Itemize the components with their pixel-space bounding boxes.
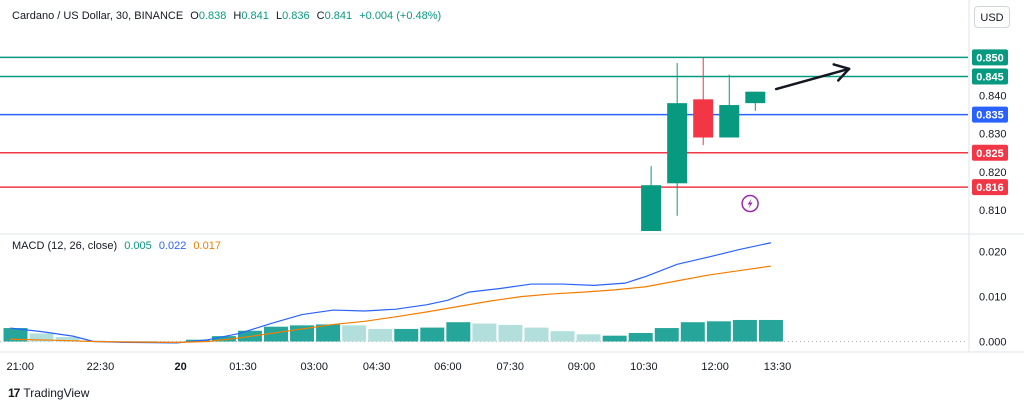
low-label: L: [275, 10, 283, 22]
price-tick-label: 0.840: [979, 91, 1007, 103]
macd-histogram-bar: [264, 326, 288, 342]
time-tick-label: 04:30: [363, 361, 391, 373]
macd-indicator-label: MACD (12, 26, close): [12, 240, 118, 252]
macd-value: 0.005: [124, 240, 152, 252]
time-tick-label: 06:00: [434, 361, 462, 373]
tradingview-logo-icon: 17: [8, 386, 20, 400]
macd-histogram-bar: [732, 319, 757, 342]
signal-line: [10, 265, 772, 344]
brand-name: TradingView: [23, 386, 90, 400]
macd-histogram-bar: [368, 328, 393, 342]
macd-line: [10, 242, 772, 344]
macd-histogram-bar: [342, 325, 367, 342]
macd-histogram-bar: [654, 328, 679, 342]
signal-value: 0.022: [158, 240, 187, 252]
macd-histogram-bar: [498, 324, 523, 342]
macd-histogram-bar: [472, 323, 497, 342]
macd-tick-label: 0.010: [979, 292, 1007, 304]
macd-histogram-bar: [524, 327, 549, 342]
macd-histogram-bar: [394, 328, 419, 342]
candle-down: [693, 99, 714, 138]
lightning-bolt: [747, 198, 753, 209]
time-tick-label: 03:00: [300, 361, 328, 373]
level-label: 0.825: [976, 148, 1004, 160]
low-value: 0.836: [282, 10, 310, 22]
candle-up: [667, 103, 688, 184]
time-axis: 21:00 22:30 20 01:30 03:00 04:30 06:00 07:30 09:…: [0, 351, 1024, 373]
macd-histogram-bar: [29, 333, 54, 342]
level-label-bg: [972, 179, 1008, 196]
arrow-annotation: [774, 67, 851, 91]
time-tick-label: 07:30: [496, 361, 524, 373]
time-tick-label: 21:00: [6, 361, 34, 373]
macd-tick-label: 0.020: [979, 247, 1007, 259]
candle-up: [719, 105, 740, 138]
macd-histogram-bar: [550, 331, 575, 342]
open-value: 0.838: [198, 10, 227, 22]
macd-histogram-bar: [680, 322, 705, 342]
time-tick-label: 12:00: [701, 361, 729, 373]
level-label-bg: [972, 49, 1008, 66]
macd-histogram-bar: [211, 336, 236, 342]
price-tick-label: 0.830: [979, 129, 1007, 141]
macd-pane: 0.020 0.010 0.000: [0, 242, 1007, 349]
time-tick-label: 01:30: [229, 361, 257, 373]
open-label: O: [190, 10, 199, 22]
macd-histogram-bar: [706, 321, 731, 342]
level-label-bg: [972, 68, 1008, 85]
price-tick-label: 0.820: [979, 167, 1007, 179]
arrow-head: [832, 63, 851, 82]
macd-histogram-bar: [602, 335, 627, 342]
histogram-value: 0.017: [193, 240, 221, 252]
candle-up: [641, 185, 662, 231]
currency-button[interactable]: USD: [974, 6, 1010, 28]
time-tick-label: 10:30: [630, 361, 658, 373]
time-tick-label: 13:30: [764, 361, 792, 373]
level-label: 0.845: [976, 71, 1004, 83]
symbol-title: Cardano / US Dollar, 30, BINANCE: [12, 10, 184, 22]
price-pane: 0.810 0.820 0.830 0.840 0.850 0.845 0.835 0.825…: [0, 0, 1024, 352]
price-tick-label: 0.810: [979, 205, 1007, 217]
macd-histogram-bar: [3, 328, 28, 342]
macd-histogram-bar: [576, 334, 601, 342]
symbol-legend: Cardano / US Dollar, 30, BINANCE O0.838 …: [12, 10, 441, 22]
macd-histogram-bar: [420, 327, 445, 342]
macd-histogram-bar: [628, 332, 653, 342]
change-value: +0.004 (+0.48%): [359, 10, 442, 22]
close-value: 0.841: [324, 10, 353, 22]
time-tick-label: 09:00: [568, 361, 596, 373]
level-label: 0.850: [976, 52, 1004, 64]
high-label: H: [233, 10, 242, 22]
close-label: C: [316, 10, 325, 22]
level-label: 0.835: [976, 110, 1004, 122]
time-tick-label: 20: [174, 361, 186, 373]
level-label-bg: [972, 106, 1008, 123]
candle-up: [745, 91, 766, 104]
level-label-bg: [972, 144, 1008, 161]
high-value: 0.841: [241, 10, 269, 22]
macd-legend: MACD (12, 26, close) 0.005 0.022 0.017: [12, 240, 221, 252]
macd-tick-label: 0.000: [979, 337, 1007, 349]
macd-histogram-bar: [316, 324, 341, 342]
level-label: 0.816: [976, 182, 1004, 194]
time-tick-label: 22:30: [87, 361, 115, 373]
macd-histogram-bar: [758, 319, 783, 342]
macd-histogram-bar: [446, 322, 471, 342]
macd-histogram-bar: [55, 337, 80, 342]
tradingview-brand: 17 TradingView: [8, 386, 89, 400]
